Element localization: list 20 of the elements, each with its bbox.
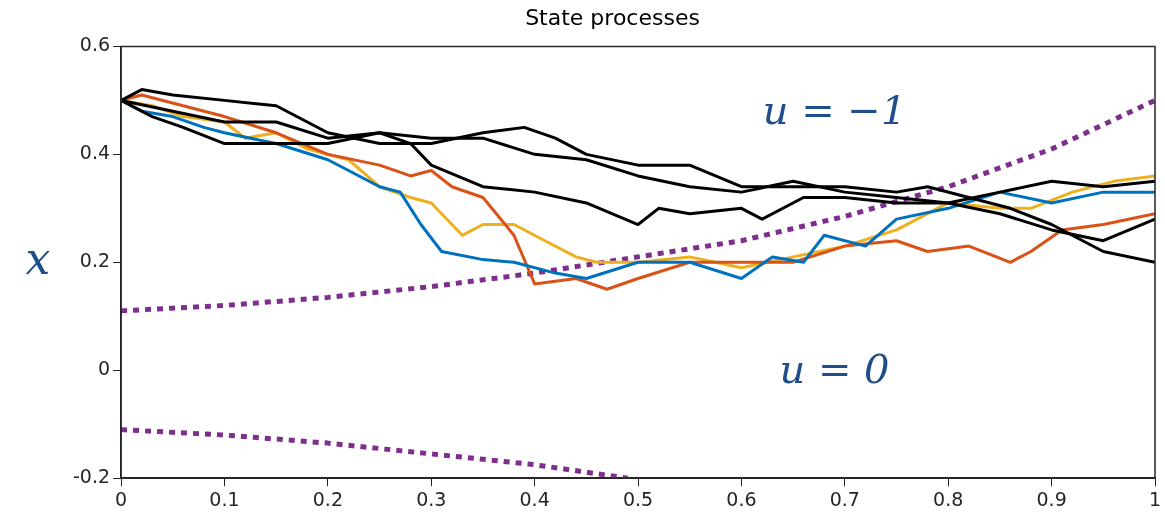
y-axis-title: x [25,232,51,284]
annotation: u = −1 [762,86,907,133]
annotation: u = 0 [779,345,890,392]
chart-title: State processes [525,4,700,30]
y-tick-label: 0.2 [79,249,111,272]
x-tick-label: 1 [1148,487,1162,510]
x-tick-label: 0.6 [726,487,757,510]
x-tick-label: 0.4 [519,487,550,510]
x-tick-label: 0 [115,487,128,510]
x-tick-label: 0.1 [209,487,240,510]
x-tick-label: 0.7 [829,487,860,510]
y-tick-label: -0.2 [72,465,111,488]
y-tick-label: 0.6 [79,33,111,56]
x-tick-label: 0.5 [622,487,654,510]
x-tick-label: 0.2 [312,487,343,510]
x-tick-label: 0.8 [933,487,964,510]
x-tick-label: 0.3 [416,487,447,510]
y-tick-label: 0.4 [79,141,111,164]
x-tick-label: 0.9 [1036,487,1067,510]
y-tick-label: 0 [97,357,111,380]
